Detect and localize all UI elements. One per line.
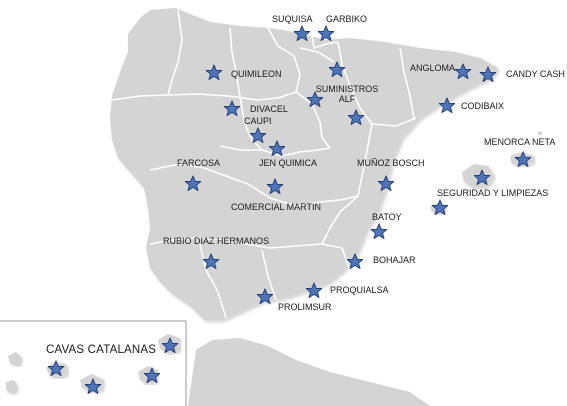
islet bbox=[538, 131, 542, 135]
region-borders bbox=[111, 9, 417, 319]
label-bohajar: BOHAJAR bbox=[373, 255, 416, 265]
north-africa bbox=[188, 338, 430, 406]
canary-island-5 bbox=[8, 352, 22, 366]
label-caupi: CAUPI bbox=[244, 116, 272, 126]
label-farcosa: FARCOSA bbox=[177, 158, 221, 168]
label-batoy: BATOY bbox=[372, 212, 402, 222]
inset-title: CAVAS CATALANAS bbox=[46, 344, 157, 356]
label-rubio-diaz-hermanos: RUBIO DIAZ HERMANOS bbox=[163, 236, 270, 246]
canary-inset bbox=[0, 320, 187, 406]
label-suministros-alf: SUMINISTROS ALF bbox=[315, 84, 379, 104]
label-prolimsur: PROLIMSUR bbox=[278, 302, 332, 312]
star-icon[interactable] bbox=[370, 223, 388, 240]
label-candy-cash: CANDY CASH bbox=[506, 69, 565, 79]
star-icon[interactable] bbox=[317, 25, 335, 42]
label-jen-quimica: JEN QUIMICA bbox=[259, 158, 318, 168]
label-munoz-bosch: MUÑOZ BOSCH bbox=[357, 158, 425, 168]
iberian-peninsula bbox=[110, 8, 498, 320]
label-seguridad-y-limpiezas: SEGURIDAD Y LIMPIEZAS bbox=[437, 188, 549, 198]
label-suquisa: SUQUISA bbox=[272, 14, 313, 24]
label-codibaix: CODIBAIX bbox=[461, 101, 505, 111]
label-divacel: DIVACEL bbox=[250, 104, 288, 114]
label-menorca-neta: MENORCA NETA bbox=[484, 137, 556, 147]
label-angloma: ANGLOMA bbox=[410, 63, 456, 73]
label-proquialsa: PROQUIALSA bbox=[330, 285, 389, 295]
label-quimileon: QUIMILEON bbox=[231, 69, 282, 79]
label-garbiko: GARBIKO bbox=[326, 14, 368, 24]
canary-island-6 bbox=[6, 380, 18, 394]
label-comercial-martin: COMERCIAL MARTIN bbox=[231, 202, 322, 212]
